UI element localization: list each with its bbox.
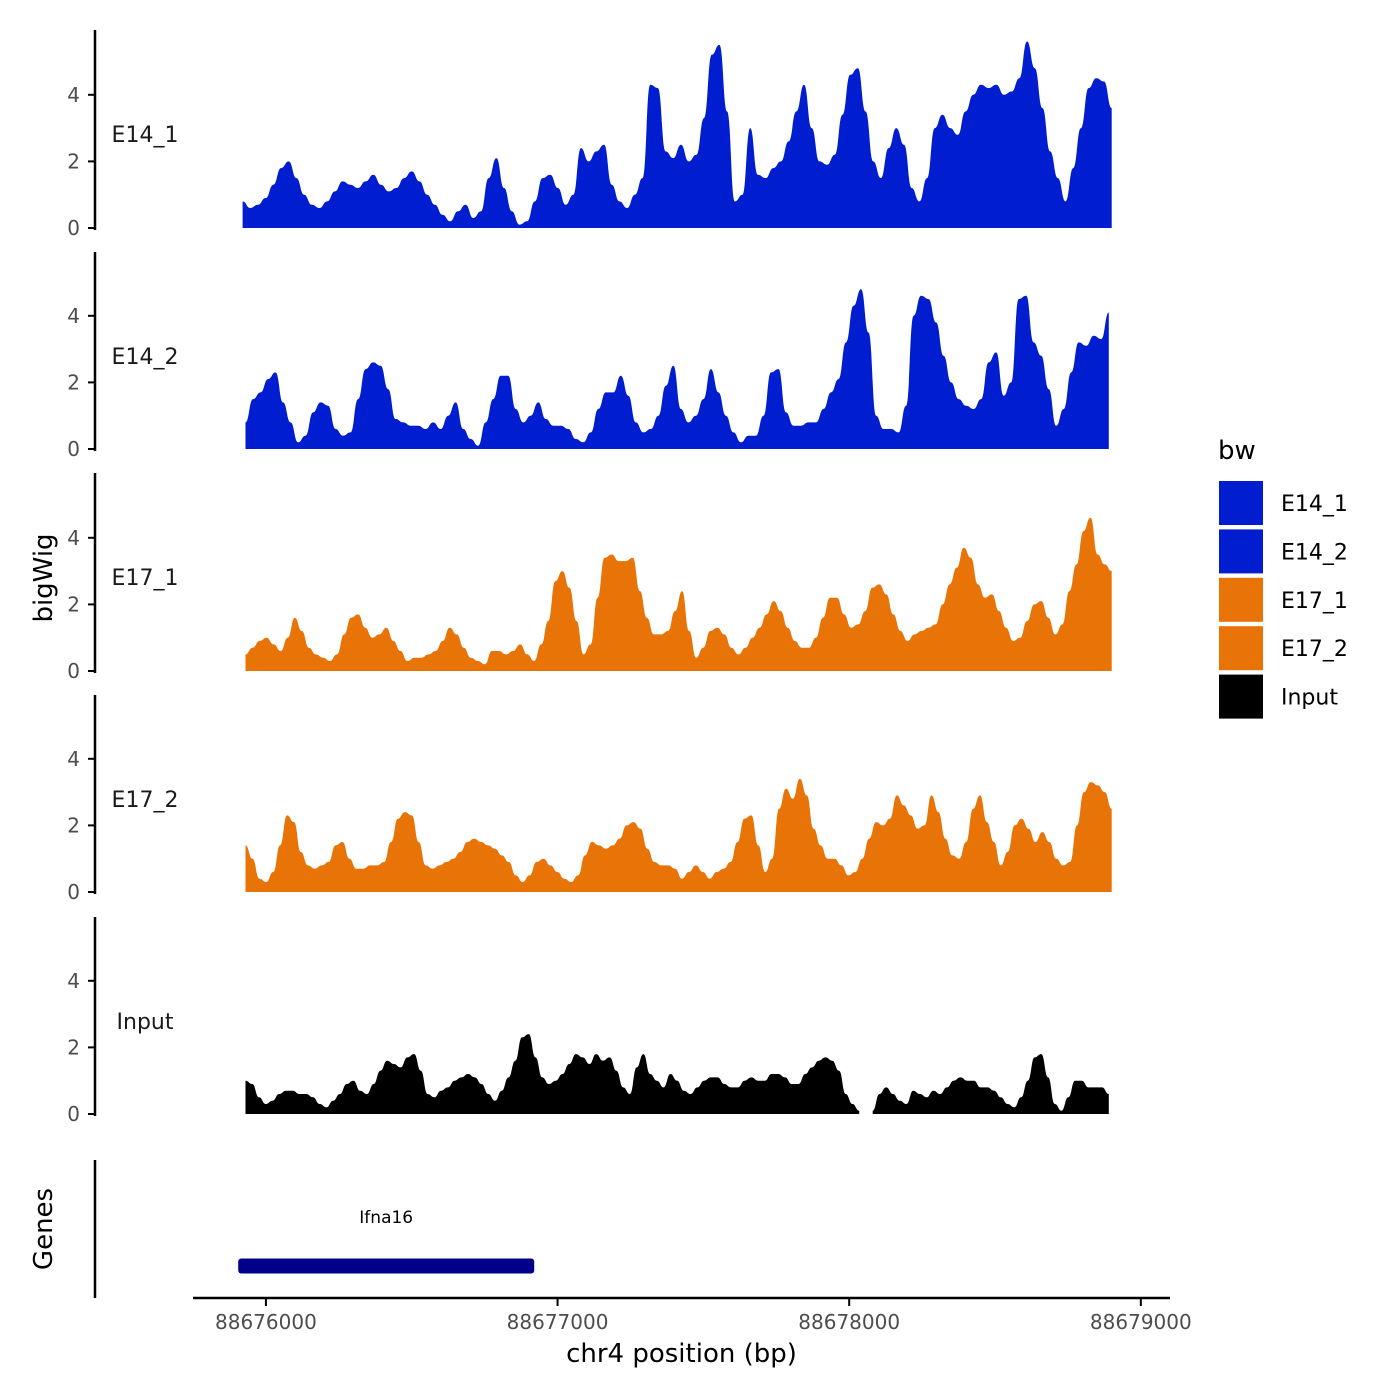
y-tick-label-Input-0: 0 (67, 1102, 80, 1126)
y-tick-label-E17_1-4: 4 (67, 526, 80, 550)
y-tick-label-E17_1-0: 0 (67, 659, 80, 683)
legend: bw E14_1 E14_2 E17_1 E17_2 Input (1218, 436, 1348, 719)
y-tick-label-Input-4: 4 (67, 969, 80, 993)
x-tick-label-88676000: 88676000 (215, 1310, 317, 1334)
y-tick-label-E14_2-0: 0 (67, 437, 80, 461)
tracks-layer: 0 2 4 E14_1 0 2 4 E14_2 0 2 4 E17_1 0 2 4 E17_2 0 2 4 Input (67, 30, 1112, 1126)
track-E14_2: 0 2 4 E14_2 (67, 252, 1109, 461)
x-axis: 88676000 88677000 88678000 88679000 chr4 pos… (193, 1296, 1192, 1369)
y-tick-label-E14_2-4: 4 (67, 304, 80, 328)
x-tick-label-88677000: 88677000 (507, 1310, 609, 1334)
track-label-E17_1: E17_1 (112, 566, 179, 591)
area-E14_2 (245, 289, 1109, 449)
track-label-E14_1: E14_1 (112, 123, 179, 148)
y-tick-label-Input-2: 2 (67, 1035, 80, 1059)
legend-key-E14_2 (1219, 529, 1263, 574)
genes-layer: Genes Ifna16 (29, 1160, 535, 1298)
x-tick-label-88679000: 88679000 (1090, 1310, 1192, 1334)
legend-key-Input (1219, 674, 1263, 719)
gene-bar-Ifna16 (238, 1258, 535, 1274)
y-tick-label-E17_2-2: 2 (67, 813, 80, 837)
track-label-E14_2: E14_2 (112, 345, 179, 370)
x-axis-title: chr4 position (bp) (566, 1339, 797, 1369)
y-axis-title: bigWig (29, 533, 59, 622)
x-tick-label-88678000: 88678000 (798, 1310, 900, 1334)
y-tick-label-E14_1-2: 2 (67, 149, 80, 173)
y-tick-label-E14_1-4: 4 (67, 83, 80, 107)
legend-key-E14_1 (1219, 481, 1263, 525)
area-E17_1 (245, 517, 1112, 671)
track-E17_1: 0 2 4 E17_1 (67, 473, 1112, 683)
track-E14_1: 0 2 4 E14_1 (67, 30, 1112, 240)
y-tick-label-E14_2-2: 2 (67, 370, 80, 394)
legend-label-E14_2: E14_2 (1281, 540, 1348, 565)
track-Input: 0 2 4 Input (67, 917, 1109, 1126)
legend-label-E17_2: E17_2 (1281, 637, 1348, 662)
genes-axis-title: Genes (29, 1188, 59, 1270)
legend-label-E14_1: E14_1 (1281, 492, 1348, 517)
y-tick-label-E14_1-0: 0 (67, 216, 80, 240)
legend-key-E17_2 (1219, 626, 1263, 671)
legend-label-E17_1: E17_1 (1281, 589, 1348, 614)
gene-label-Ifna16: Ifna16 (359, 1208, 413, 1228)
legend-label-Input: Input (1281, 686, 1338, 711)
area-Input-segment-1 (245, 1034, 860, 1114)
legend-title: bw (1218, 436, 1256, 466)
track-label-Input: Input (117, 1010, 174, 1035)
track-label-E17_2: E17_2 (112, 788, 179, 813)
legend-key-E17_1 (1219, 577, 1263, 622)
y-tick-label-E17_1-2: 2 (67, 592, 80, 616)
y-tick-label-E17_2-4: 4 (67, 747, 80, 771)
area-E14_1 (242, 41, 1112, 228)
y-tick-label-E17_2-0: 0 (67, 880, 80, 904)
track-E17_2: 0 2 4 E17_2 (67, 695, 1112, 904)
area-Input-segment-2 (872, 1054, 1109, 1114)
area-E17_2 (245, 778, 1112, 892)
